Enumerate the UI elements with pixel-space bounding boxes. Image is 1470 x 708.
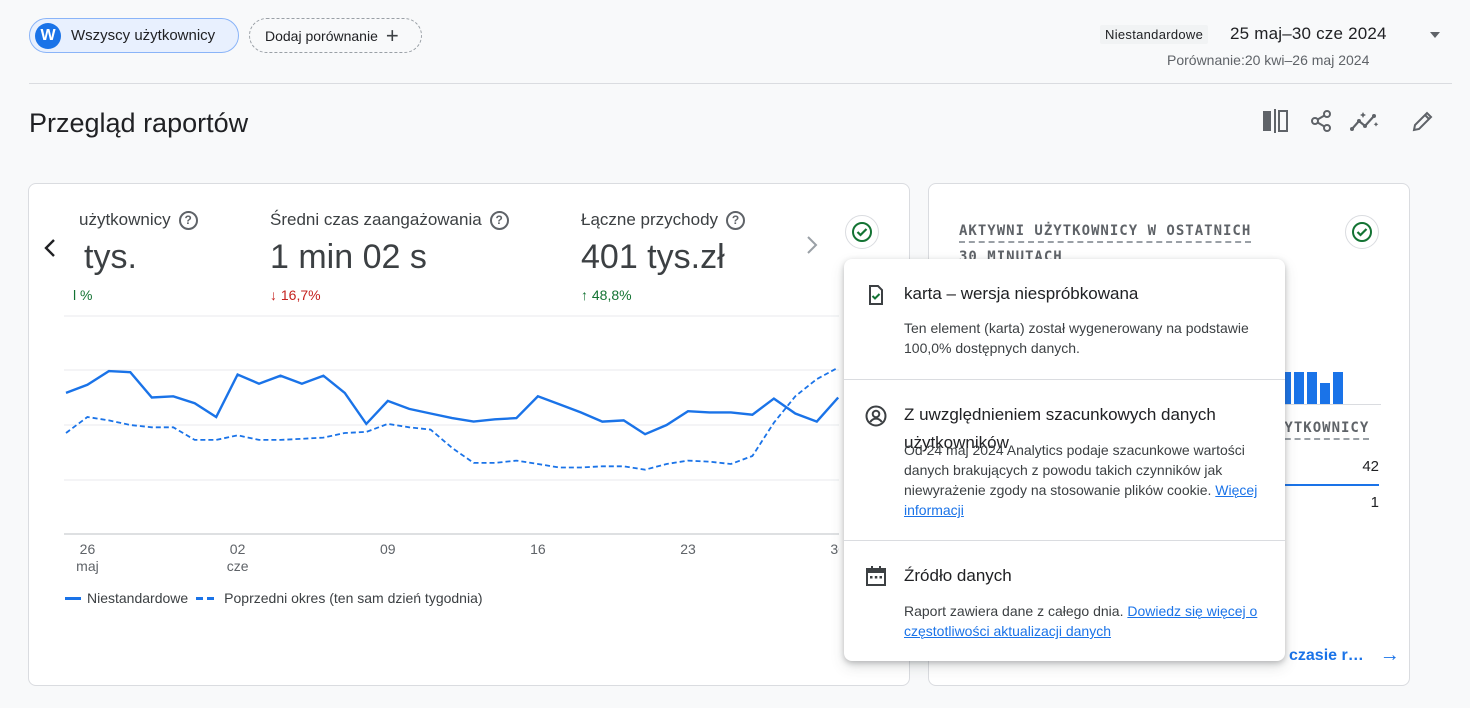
realtime-row-value: 1 xyxy=(1370,494,1379,511)
x-tick-label: 26 xyxy=(80,541,96,557)
help-icon[interactable]: ? xyxy=(726,210,746,230)
realtime-title-line1: AKTYWNI UŻYTKOWNICY W OSTATNICH xyxy=(959,223,1252,243)
segment-chip[interactable]: W Wszyscy użytkownicy xyxy=(29,18,239,53)
metric-total-revenue[interactable]: Łączne przychody? 401 tys.zł ↑ 48,8% xyxy=(581,210,746,303)
view-realtime-link[interactable]: czasie r… → xyxy=(1289,644,1400,667)
previous-metrics-button[interactable] xyxy=(43,237,57,265)
metric-value: 1 min 02 s xyxy=(270,238,427,276)
legend-solid-swatch xyxy=(65,596,81,600)
segment-label: Wszyscy użytkownicy xyxy=(71,27,216,44)
popup-section-title: Źródło danych xyxy=(904,566,1012,585)
realtime-bar xyxy=(1281,372,1291,404)
metric-change: ↑ 48,8% xyxy=(581,287,632,303)
metric-change: ↓ 16,7% xyxy=(270,287,321,303)
popup-section-title: karta – wersja niespróbkowana xyxy=(904,284,1139,303)
metric-value: 401 tys.zł xyxy=(581,238,725,276)
metric-change: l % xyxy=(73,287,93,303)
more-info-link[interactable]: Więcej informacji xyxy=(904,482,1258,518)
date-range-picker[interactable]: Niestandardowe 25 maj–30 cze 2024 Porówn… xyxy=(1100,24,1440,74)
realtime-row-value: 42 xyxy=(1362,458,1379,475)
x-tick-label: 09 xyxy=(380,541,396,557)
x-tick-month-label: maj xyxy=(76,558,99,574)
series-line-previous xyxy=(65,366,839,471)
edit-icon[interactable] xyxy=(1408,106,1438,136)
realtime-bar xyxy=(1320,383,1330,404)
popup-divider xyxy=(844,540,1285,541)
realtime-column-header[interactable]: ŻYTKOWNICY xyxy=(1275,420,1370,440)
popup-section-body: Ten element (karta) został wygenerowany … xyxy=(904,320,1249,356)
plus-icon: + xyxy=(385,22,399,48)
calendar-icon xyxy=(864,564,888,588)
date-range-text: 25 maj–30 cze 2024 xyxy=(1230,24,1387,43)
add-comparison-label: Dodaj porównanie xyxy=(265,27,378,44)
data-quality-check-icon[interactable] xyxy=(1345,215,1379,249)
top-bar: W Wszyscy użytkownicy Dodaj porównanie +… xyxy=(0,0,1470,84)
page-title: Przegląd raportów xyxy=(29,108,249,138)
metric-users[interactable]: użytkownicy? tys. l % xyxy=(73,210,198,303)
popup-body-text: Raport zawiera dane z całego dnia. xyxy=(904,603,1124,619)
realtime-bar xyxy=(1294,372,1304,404)
insights-icon[interactable] xyxy=(1350,106,1380,136)
x-tick-month-label: cze xyxy=(227,558,249,574)
metric-label: Łączne przychody? xyxy=(581,210,746,230)
comparison-date-range: Porównanie:20 kwi–26 maj 2024 xyxy=(1167,52,1370,68)
verified-doc-icon xyxy=(864,283,888,307)
popup-divider xyxy=(844,379,1285,380)
realtime-bar xyxy=(1333,372,1343,404)
add-comparison-button[interactable]: Dodaj porównanie + xyxy=(249,18,422,53)
popup-section-title: Z uwzględnieniem szacunkowych danych uży… xyxy=(904,405,1216,452)
metric-value: tys. xyxy=(84,238,137,276)
help-icon[interactable]: ? xyxy=(178,210,198,230)
chart-legend: Niestandardowe Poprzedni okres (ten sam … xyxy=(65,590,483,606)
next-metrics-button[interactable] xyxy=(805,234,819,262)
popup-section-body: Raport zawiera dane z całego dnia. Dowie… xyxy=(904,601,1264,641)
x-tick-label: 16 xyxy=(530,541,546,557)
data-quality-popup: karta – wersja niespróbkowana Ten elemen… xyxy=(844,259,1285,661)
x-tick-label: 30 xyxy=(830,541,839,557)
header-divider xyxy=(29,83,1452,84)
metric-label-text: Łączne przychody xyxy=(581,210,719,229)
segment-avatar: W xyxy=(35,22,61,49)
compare-columns-icon[interactable] xyxy=(1260,106,1290,136)
metric-engagement-time[interactable]: Średni czas zaangażowania? 1 min 02 s ↓ … xyxy=(270,210,509,303)
legend-dashed-swatch xyxy=(196,596,217,600)
x-tick-label: 23 xyxy=(680,541,696,557)
popup-body-text: Od 24 maj 2024 Analytics podaje szacunko… xyxy=(904,442,1245,498)
popup-section-body: Od 24 maj 2024 Analytics podaje szacunko… xyxy=(904,440,1264,520)
share-icon[interactable] xyxy=(1306,106,1336,136)
realtime-bar-baseline xyxy=(1269,404,1381,405)
view-realtime-link-text: czasie r… xyxy=(1289,646,1364,664)
account-circle-icon xyxy=(864,404,888,428)
data-quality-check-icon[interactable] xyxy=(845,215,879,249)
metric-label: Średni czas zaangażowania? xyxy=(270,210,509,230)
report-card-main: użytkownicy? tys. l % Średni czas zaanga… xyxy=(28,183,910,686)
help-icon[interactable]: ? xyxy=(489,210,509,230)
update-frequency-link[interactable]: Dowiedz się więcej o częstotliwości aktu… xyxy=(904,603,1258,639)
date-preset-badge: Niestandardowe xyxy=(1100,25,1209,44)
metric-label-text: użytkownicy xyxy=(79,210,171,229)
metric-label: użytkownicy? xyxy=(79,210,198,230)
toolbar-actions xyxy=(1258,106,1438,136)
arrow-right-icon: → xyxy=(1379,644,1400,666)
metric-label-text: Średni czas zaangażowania xyxy=(270,210,482,229)
series-line-current xyxy=(65,369,839,436)
realtime-bar xyxy=(1307,372,1317,404)
legend-current-label: Niestandardowe xyxy=(87,590,189,606)
legend-previous-label: Poprzedni okres (ten sam dzień tygodnia) xyxy=(224,590,483,606)
x-tick-label: 02 xyxy=(230,541,246,557)
realtime-row-bar xyxy=(1281,484,1379,486)
dropdown-caret-icon[interactable] xyxy=(1430,32,1440,38)
